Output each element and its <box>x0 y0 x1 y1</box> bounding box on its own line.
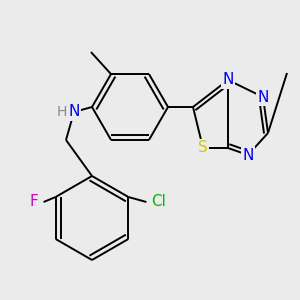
Text: F: F <box>29 194 38 209</box>
Text: Cl: Cl <box>151 194 166 209</box>
Text: N: N <box>68 104 80 119</box>
Text: S: S <box>198 140 208 155</box>
Text: N: N <box>257 89 269 104</box>
Text: H: H <box>57 105 67 119</box>
Text: N: N <box>222 73 234 88</box>
Text: N: N <box>242 148 254 163</box>
